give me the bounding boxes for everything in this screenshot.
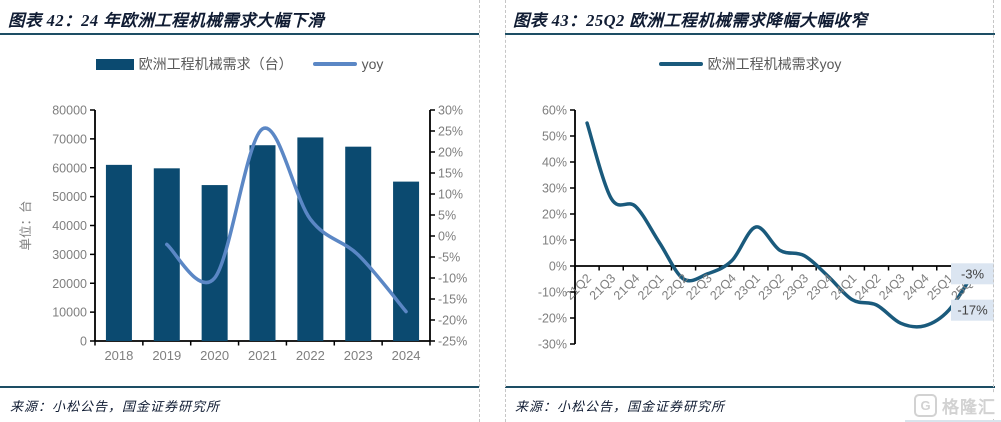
yoy-line — [165, 126, 408, 314]
figure-42-title-rule — [0, 33, 479, 35]
svg-text:23Q1: 23Q1 — [731, 271, 763, 303]
svg-text:23Q4: 23Q4 — [804, 271, 836, 303]
svg-text:-10%: -10% — [538, 286, 567, 300]
svg-text:24Q3: 24Q3 — [876, 271, 908, 303]
svg-text:5%: 5% — [438, 209, 456, 223]
legend-label-yoy: yoy — [361, 56, 384, 72]
svg-text:50000: 50000 — [52, 190, 87, 204]
figure-43-title-rule — [505, 33, 995, 35]
svg-text:21Q3: 21Q3 — [587, 271, 619, 303]
figure-42-title: 图表 42：24 年欧洲工程机械需求大幅下滑 — [8, 11, 325, 30]
svg-text:22Q2: 22Q2 — [659, 271, 691, 303]
svg-text:60000: 60000 — [52, 161, 87, 175]
svg-text:2021: 2021 — [248, 348, 277, 363]
line-swatch-icon — [658, 62, 703, 66]
data-labels: -3% -17% — [951, 263, 994, 321]
svg-text:-20%: -20% — [438, 314, 467, 328]
svg-text:60%: 60% — [542, 104, 567, 118]
svg-text:23Q2: 23Q2 — [756, 271, 788, 303]
panel-figure-42: 图表 42：24 年欧洲工程机械需求大幅下滑 欧洲工程机械需求（台） yoy 0… — [0, 0, 479, 422]
gelonghui-brand-text: 格隆汇 — [942, 398, 996, 417]
legend-item-demand-bars: 欧洲工程机械需求（台） — [95, 54, 293, 74]
line-swatch-icon — [312, 62, 357, 66]
svg-text:50%: 50% — [542, 130, 567, 144]
svg-text:单位：台: 单位：台 — [18, 200, 33, 250]
svg-text:15%: 15% — [438, 167, 463, 181]
figure-42-legend: 欧洲工程机械需求（台） yoy — [0, 54, 479, 74]
svg-text:2019: 2019 — [152, 348, 181, 363]
figure-43-legend: 欧洲工程机械需求yoy — [505, 54, 995, 74]
svg-text:-5%: -5% — [438, 251, 460, 265]
svg-text:23Q3: 23Q3 — [780, 271, 812, 303]
svg-text:24Q2: 24Q2 — [852, 271, 884, 303]
svg-text:10%: 10% — [438, 188, 463, 202]
svg-text:-20%: -20% — [538, 312, 567, 326]
axis-labels: -30% -20% -10% 0% 10% 20% 30% 40% 50% 60% — [538, 104, 567, 352]
svg-text:10%: 10% — [542, 234, 567, 248]
svg-text:30000: 30000 — [52, 248, 87, 262]
svg-text:21Q4: 21Q4 — [611, 271, 643, 303]
svg-text:22Q4: 22Q4 — [707, 271, 739, 303]
gelonghui-g-icon: G — [914, 394, 937, 417]
svg-text:2023: 2023 — [344, 348, 373, 363]
svg-text:25%: 25% — [438, 125, 463, 139]
svg-text:0%: 0% — [549, 260, 567, 274]
column-separator-dashed — [993, 0, 994, 422]
europe-demand-bar-line-chart: 0 10000 20000 30000 40000 50000 60000 70000 8000… — [18, 104, 467, 364]
europe-demand-yoy-line-chart: -30% -20% -10% 0% 10% 20% 30% 40% 50% 60% 21Q221Q3… — [538, 104, 994, 352]
left-axis-title: 单位：台 — [18, 200, 33, 250]
svg-text:10000: 10000 — [52, 306, 87, 320]
figure-43-source: 来源：小松公告，国金证券研究所 — [515, 399, 726, 414]
svg-text:20%: 20% — [438, 146, 463, 160]
svg-text:2022: 2022 — [296, 348, 325, 363]
svg-text:20000: 20000 — [52, 277, 87, 291]
svg-text:30%: 30% — [438, 104, 463, 118]
svg-text:2020: 2020 — [200, 348, 229, 363]
svg-text:-3%: -3% — [961, 266, 985, 281]
column-separator-dashed — [479, 0, 480, 422]
svg-text:-10%: -10% — [438, 272, 467, 286]
svg-text:-25%: -25% — [438, 335, 467, 349]
axis-labels: 0 10000 20000 30000 40000 50000 60000 70000 8000… — [52, 104, 467, 349]
bar-swatch-icon — [95, 58, 134, 70]
svg-text:2024: 2024 — [392, 348, 421, 363]
svg-text:24Q1: 24Q1 — [828, 271, 860, 303]
svg-text:-15%: -15% — [438, 293, 467, 307]
legend-label-demand-yoy: 欧洲工程机械需求yoy — [707, 56, 842, 72]
legend-item-demand-yoy: 欧洲工程机械需求yoy — [658, 54, 842, 74]
column-separator-dashed — [505, 0, 506, 422]
svg-text:0: 0 — [80, 335, 87, 349]
x-axis-labels: 2018 2019 2020 2021 2022 2023 2024 — [104, 348, 420, 363]
watermark-underline — [905, 420, 1001, 422]
x-axis-labels: 21Q221Q321Q422Q122Q222Q322Q423Q123Q223Q3… — [563, 271, 980, 303]
svg-text:24Q4: 24Q4 — [900, 271, 932, 303]
svg-text:2018: 2018 — [104, 348, 133, 363]
yoy-line — [585, 121, 975, 329]
svg-text:22Q3: 22Q3 — [683, 271, 715, 303]
svg-text:-17%: -17% — [957, 303, 988, 318]
svg-text:70000: 70000 — [52, 132, 87, 146]
gelonghui-logo: G 格隆汇 — [910, 393, 996, 418]
svg-text:0%: 0% — [438, 230, 456, 244]
figure-42-source: 来源：小松公告，国金证券研究所 — [10, 399, 221, 414]
demand-bars — [105, 137, 420, 341]
svg-text:30%: 30% — [542, 182, 567, 196]
figure-43-source-row: 来源：小松公告，国金证券研究所 — [505, 386, 995, 422]
panel-figure-43: 图表 43：25Q2 欧洲工程机械需求降幅大幅收窄 欧洲工程机械需求yoy -3… — [505, 0, 995, 422]
legend-item-yoy-line: yoy — [312, 56, 384, 72]
svg-text:21Q2: 21Q2 — [563, 271, 595, 303]
svg-text:40%: 40% — [542, 156, 567, 170]
svg-text:-30%: -30% — [538, 338, 567, 352]
svg-text:22Q1: 22Q1 — [635, 271, 667, 303]
svg-text:80000: 80000 — [52, 104, 87, 118]
figure-42-source-row: 来源：小松公告，国金证券研究所 — [0, 386, 479, 422]
figure-43-title: 图表 43：25Q2 欧洲工程机械需求降幅大幅收窄 — [513, 11, 868, 30]
svg-text:40000: 40000 — [52, 219, 87, 233]
axes — [570, 109, 986, 345]
legend-label-demand: 欧洲工程机械需求（台） — [138, 56, 293, 72]
svg-text:20%: 20% — [542, 208, 567, 222]
